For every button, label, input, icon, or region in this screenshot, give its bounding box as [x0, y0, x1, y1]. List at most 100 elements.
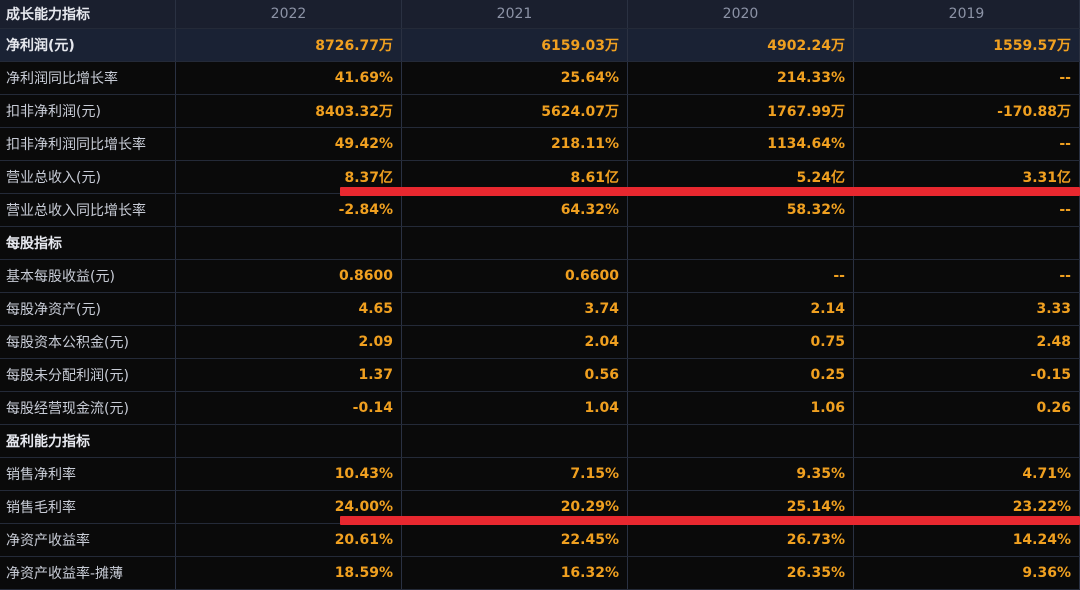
value-cell-2022: 24.00%	[176, 491, 402, 523]
value-cell-2021: 0.56	[402, 359, 628, 391]
row-label: 销售净利率	[0, 458, 176, 490]
value-cell-2020: 0.75	[628, 326, 854, 358]
table-row[interactable]: 每股净资产(元) 4.65 3.74 2.14 3.33	[0, 293, 1080, 326]
value-cell-2021: 2.04	[402, 326, 628, 358]
value-cell-2020: 214.33%	[628, 62, 854, 94]
row-label: 每股资本公积金(元)	[0, 326, 176, 358]
value-cell-2019: 0.26	[854, 392, 1080, 424]
value-cell-2020: 2.14	[628, 293, 854, 325]
row-label: 扣非净利润(元)	[0, 95, 176, 127]
value-cell-2021: 20.29%	[402, 491, 628, 523]
row-label: 每股净资产(元)	[0, 293, 176, 325]
value-cell-2019: 4.71%	[854, 458, 1080, 490]
value-cell-2019: --	[854, 128, 1080, 160]
table-row[interactable]: 每股经营现金流(元) -0.14 1.04 1.06 0.26	[0, 392, 1080, 425]
value-cell-2020: 1134.64%	[628, 128, 854, 160]
value-cell-2021: 6159.03万	[402, 29, 628, 61]
year-column-2022[interactable]: 2022	[176, 0, 402, 28]
value-cell-2022: 18.59%	[176, 557, 402, 589]
value-cell-2021	[402, 425, 628, 457]
value-cell-2019: 2.48	[854, 326, 1080, 358]
value-cell-2020: 26.35%	[628, 557, 854, 589]
value-cell-2022: 20.61%	[176, 524, 402, 556]
value-cell-2020: 4902.24万	[628, 29, 854, 61]
year-column-2020[interactable]: 2020	[628, 0, 854, 28]
value-cell-2019	[854, 425, 1080, 457]
table-row[interactable]: 净资产收益率 20.61% 22.45% 26.73% 14.24%	[0, 524, 1080, 557]
highlight-underline-revenue	[340, 187, 1080, 196]
value-cell-2020: 9.35%	[628, 458, 854, 490]
value-cell-2020: 1767.99万	[628, 95, 854, 127]
row-label: 净利润同比增长率	[0, 62, 176, 94]
value-cell-2020: 0.25	[628, 359, 854, 391]
row-label: 每股经营现金流(元)	[0, 392, 176, 424]
value-cell-2021: 64.32%	[402, 194, 628, 226]
value-cell-2022: -0.14	[176, 392, 402, 424]
table-row[interactable]: 扣非净利润同比增长率 49.42% 218.11% 1134.64% --	[0, 128, 1080, 161]
value-cell-2021	[402, 227, 628, 259]
value-cell-2020: 25.14%	[628, 491, 854, 523]
value-cell-2020: 1.06	[628, 392, 854, 424]
section-label: 盈利能力指标	[0, 425, 176, 457]
value-cell-2020: 58.32%	[628, 194, 854, 226]
year-column-2021[interactable]: 2021	[402, 0, 628, 28]
table-row[interactable]: 每股未分配利润(元) 1.37 0.56 0.25 -0.15	[0, 359, 1080, 392]
value-cell-2019: --	[854, 260, 1080, 292]
row-label: 营业总收入(元)	[0, 161, 176, 193]
row-label: 净资产收益率-摊薄	[0, 557, 176, 589]
header-title: 成长能力指标	[0, 0, 176, 28]
value-cell-2019: --	[854, 194, 1080, 226]
table-row[interactable]: 营业总收入同比增长率 -2.84% 64.32% 58.32% --	[0, 194, 1080, 227]
value-cell-2021: 5624.07万	[402, 95, 628, 127]
row-label: 每股未分配利润(元)	[0, 359, 176, 391]
table-row[interactable]: 净资产收益率-摊薄 18.59% 16.32% 26.35% 9.36%	[0, 557, 1080, 590]
row-label: 基本每股收益(元)	[0, 260, 176, 292]
value-cell-2021: 8.61亿	[402, 161, 628, 193]
value-cell-2022: 41.69%	[176, 62, 402, 94]
value-cell-2019: -0.15	[854, 359, 1080, 391]
value-cell-2022: 2.09	[176, 326, 402, 358]
section-header-row[interactable]: 盈利能力指标	[0, 425, 1080, 458]
value-cell-2022: 8403.32万	[176, 95, 402, 127]
value-cell-2019	[854, 227, 1080, 259]
value-cell-2021: 218.11%	[402, 128, 628, 160]
value-cell-2022: 10.43%	[176, 458, 402, 490]
table-row[interactable]: 净利润同比增长率 41.69% 25.64% 214.33% --	[0, 62, 1080, 95]
value-cell-2021: 0.6600	[402, 260, 628, 292]
value-cell-2019: 1559.57万	[854, 29, 1080, 61]
value-cell-2021: 3.74	[402, 293, 628, 325]
value-cell-2020: 5.24亿	[628, 161, 854, 193]
table-header-row: 成长能力指标 2022 2021 2020 2019	[0, 0, 1080, 29]
row-label: 销售毛利率	[0, 491, 176, 523]
table-row[interactable]: 销售净利率 10.43% 7.15% 9.35% 4.71%	[0, 458, 1080, 491]
value-cell-2022: 8.37亿	[176, 161, 402, 193]
year-column-2019[interactable]: 2019	[854, 0, 1080, 28]
value-cell-2022: 0.8600	[176, 260, 402, 292]
table-row[interactable]: 扣非净利润(元) 8403.32万 5624.07万 1767.99万 -170.88万	[0, 95, 1080, 128]
value-cell-2021: 16.32%	[402, 557, 628, 589]
table-row[interactable]: 基本每股收益(元) 0.8600 0.6600 -- --	[0, 260, 1080, 293]
value-cell-2022: 8726.77万	[176, 29, 402, 61]
section-label: 每股指标	[0, 227, 176, 259]
value-cell-2022: 4.65	[176, 293, 402, 325]
table-row[interactable]: 净利润(元) 8726.77万 6159.03万 4902.24万 1559.57万	[0, 29, 1080, 62]
value-cell-2020: 26.73%	[628, 524, 854, 556]
value-cell-2019: 14.24%	[854, 524, 1080, 556]
row-label: 营业总收入同比增长率	[0, 194, 176, 226]
value-cell-2019: 3.33	[854, 293, 1080, 325]
section-header-row[interactable]: 每股指标	[0, 227, 1080, 260]
value-cell-2022: -2.84%	[176, 194, 402, 226]
value-cell-2021: 25.64%	[402, 62, 628, 94]
table-row[interactable]: 每股资本公积金(元) 2.09 2.04 0.75 2.48	[0, 326, 1080, 359]
value-cell-2022	[176, 425, 402, 457]
value-cell-2019: --	[854, 62, 1080, 94]
row-label: 净资产收益率	[0, 524, 176, 556]
value-cell-2021: 7.15%	[402, 458, 628, 490]
value-cell-2020	[628, 227, 854, 259]
row-label: 扣非净利润同比增长率	[0, 128, 176, 160]
highlight-underline-gross-margin	[340, 516, 1080, 525]
value-cell-2020: --	[628, 260, 854, 292]
value-cell-2022: 49.42%	[176, 128, 402, 160]
value-cell-2021: 1.04	[402, 392, 628, 424]
